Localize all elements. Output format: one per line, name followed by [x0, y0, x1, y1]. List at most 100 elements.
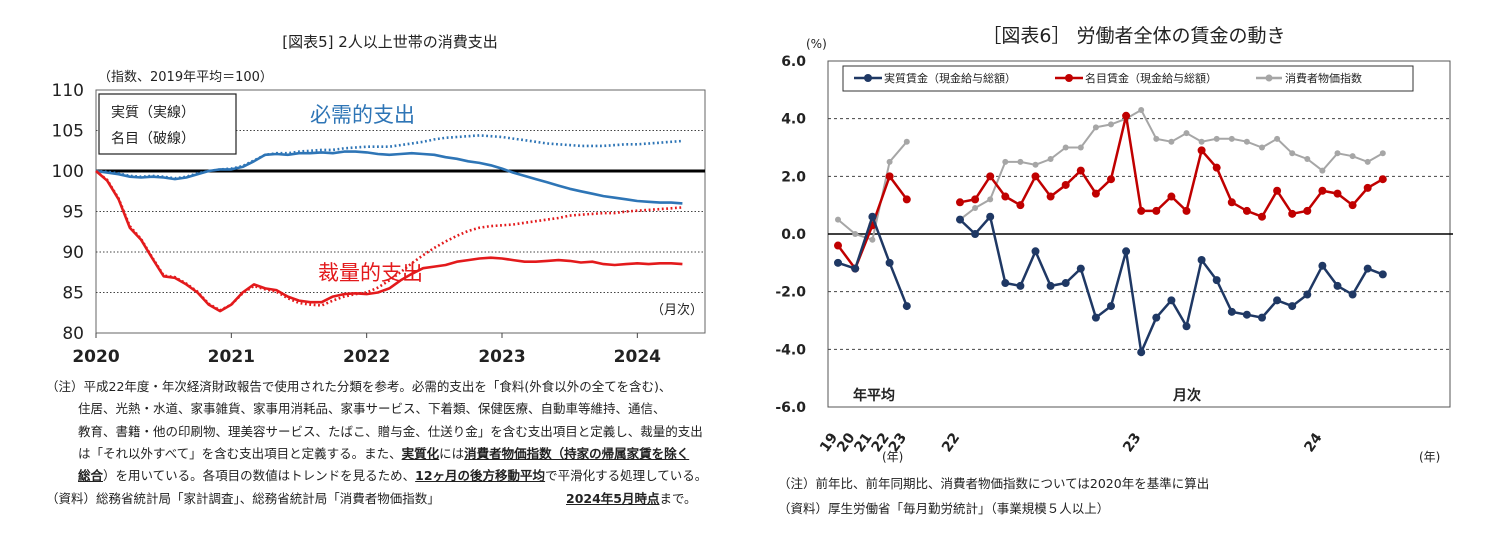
chart6-monthly-point — [1061, 180, 1070, 189]
chart6-monthly-point — [1364, 158, 1371, 165]
chart6-note: （注）前年比、前年同期比、消費者物価指数については2020年を基準に算出 — [778, 476, 1210, 491]
chart6-annual-point — [834, 258, 842, 267]
chart6-y-tick: -2.0 — [775, 285, 806, 301]
chart6-monthly-point — [1212, 276, 1221, 285]
chart6-monthly-point — [1138, 107, 1145, 114]
chart5-x-tick: 2021 — [208, 347, 255, 367]
chart6-monthly-point — [1319, 167, 1326, 174]
chart5-x-tick: 2022 — [343, 347, 390, 367]
chart6-monthly-point — [1212, 163, 1221, 172]
chart6-monthly-point — [987, 196, 994, 203]
chart6-annual-point — [869, 236, 876, 243]
chart6-monthly-point — [1227, 198, 1236, 207]
chart6-monthly-point — [1107, 302, 1115, 311]
chart5-x-unit: （月次） — [651, 302, 703, 318]
chart6-monthly-point — [1304, 156, 1311, 163]
chart6-monthly-point — [1167, 192, 1176, 201]
chart5-title: [図表5] 2人以上世帯の消費支出 — [282, 33, 498, 51]
chart6-monthly-point — [1242, 206, 1251, 215]
chart6-monthly-point — [1274, 135, 1281, 142]
chart6-monthly-point — [1378, 270, 1387, 279]
chart6-monthly-point — [1182, 206, 1191, 215]
chart6-monthly-point — [1137, 348, 1146, 357]
chart6-monthly-point — [1242, 310, 1251, 319]
chart6-monthly-point — [1032, 161, 1039, 168]
chart5-note-text: ）を用いている。各項目の数値はトレンドを見るため、 — [103, 468, 416, 484]
chart6-monthly-point — [1092, 124, 1099, 131]
chart6-legend-cpi: 消費者物価指数 — [1285, 71, 1362, 85]
chart6-monthly-point — [971, 195, 980, 204]
chart5-note-text: で平滑化する処理している。 — [545, 468, 708, 484]
chart6-monthly-point — [1333, 189, 1342, 198]
chart5-x-tick: 2023 — [478, 347, 525, 367]
chart6-y-unit: (%) — [806, 37, 827, 51]
chart5-y-tick: 90 — [62, 243, 84, 263]
chart5-x-tick: 2020 — [72, 347, 119, 367]
chart6-annual-point — [886, 158, 893, 165]
chart6-monthly-point — [1182, 322, 1191, 331]
chart6-title: ［図表6］ 労働者全体の賃金の動き — [982, 25, 1285, 47]
chart6-section-monthly: 月次 — [1172, 387, 1201, 404]
chart6-monthly-point — [956, 198, 964, 207]
chart5-y-tick: 85 — [62, 284, 84, 304]
chart6-monthly-point — [1016, 201, 1025, 210]
chart5-legend-box — [98, 93, 237, 155]
chart6-monthly-point — [1258, 212, 1266, 221]
chart6-legend: 実質賃金（現金給与総額） 名目賃金（現金給与総額） 消費者物価指数 — [842, 65, 1414, 92]
chart6-monthly-point — [986, 212, 995, 221]
chart6-y-tick: 4.0 — [781, 112, 806, 128]
chart6-monthly-point — [1227, 307, 1236, 316]
chart6-monthly-point — [1273, 186, 1282, 195]
chart6-monthly-point — [972, 205, 979, 212]
chart5-unit-label: （指数、2019年平均＝100） — [98, 70, 273, 85]
chart6-monthly-point — [1334, 150, 1341, 157]
chart6-monthly-point — [1002, 158, 1009, 165]
chart6-annual-point — [851, 264, 860, 273]
chart6-monthly-point — [1168, 138, 1175, 145]
chart6-plot: ［図表6］ 労働者全体の賃金の動き (%) 6.0 4.0 2.0 0.0 -2.0 -4… — [775, 25, 1453, 464]
chart6-monthly-point — [1289, 150, 1296, 157]
chart5-as-of-date: 2024年5月時点 — [566, 491, 660, 506]
chart6-monthly-point — [1047, 156, 1054, 163]
chart6-monthly-point — [1197, 255, 1206, 264]
chart6-monthly-point — [1076, 264, 1085, 273]
chart5-y-tick: 100 — [52, 162, 84, 182]
chart6-y-tick: 6.0 — [781, 54, 806, 70]
chart6-monthly-point — [1378, 175, 1387, 184]
chart6-monthly-point — [1062, 144, 1069, 151]
chart6-monthly-point — [1363, 183, 1372, 192]
chart5-annotation-necessary: 必需的支出 — [310, 103, 415, 127]
chart6-annual-point — [885, 172, 894, 181]
chart6-legend-real-marker — [864, 74, 872, 82]
chart6-monthly-point — [1288, 209, 1297, 218]
chart6-y-tick: -4.0 — [775, 342, 806, 358]
chart6-monthly-point — [1091, 313, 1100, 322]
chart5-note-text: は「それ以外すべて」を含む支出項目と定義する。また、 — [78, 445, 402, 461]
chart6-monthly-point — [986, 172, 995, 181]
chart5-series-line-2 — [95, 170, 683, 313]
chart5-note-line: （注）平成22年度・年次経済財政報告で使用された分類を参考。必需的支出を「食料(… — [46, 376, 671, 399]
chart5-note-emphasis: 実質化 — [401, 445, 440, 461]
chart5-note-text: （注）平成22年度・年次経済財政報告で使用された分類を参考。必需的支出を「食料(… — [46, 379, 672, 394]
chart6-annual-point — [852, 231, 859, 237]
chart6-monthly-line-1 — [959, 115, 1384, 219]
chart6-monthly-x-label: 23 — [1120, 430, 1144, 455]
chart5-note-line: 教育、書籍・他の印刷物、理美容サービス、たばこ、贈与金、仕送り金」を含む支出項目… — [78, 421, 703, 444]
chart6-legend-cpi-marker — [1265, 74, 1273, 82]
chart6-section-annual: 年平均 — [853, 387, 895, 404]
chart6-annual-unit: (年) — [882, 450, 903, 464]
chart5-plot: [図表5] 2人以上世帯の消費支出 （指数、2019年平均＝100） 80 85 9… — [52, 33, 706, 367]
chart6-monthly-point — [1001, 192, 1010, 201]
chart5-note-text: 教育、書籍・他の印刷物、理美容サービス、たばこ、贈与金、仕送り金」を含む支出項目… — [78, 423, 703, 439]
chart6-monthly-point — [1228, 135, 1235, 142]
chart6-monthly-point — [1198, 138, 1205, 145]
chart6-legend-box — [842, 65, 1414, 92]
chart6-monthly-point — [1046, 192, 1055, 201]
chart6-monthly-point — [1303, 290, 1312, 299]
chart6-monthly-x-label: 24 — [1301, 430, 1325, 455]
chart6-annual-point — [868, 212, 877, 221]
chart6-monthly-point — [1076, 166, 1085, 175]
chart6-monthly-point — [1122, 111, 1131, 120]
chart6-monthly-point — [1153, 135, 1160, 142]
chart6-annual-point — [834, 241, 842, 250]
